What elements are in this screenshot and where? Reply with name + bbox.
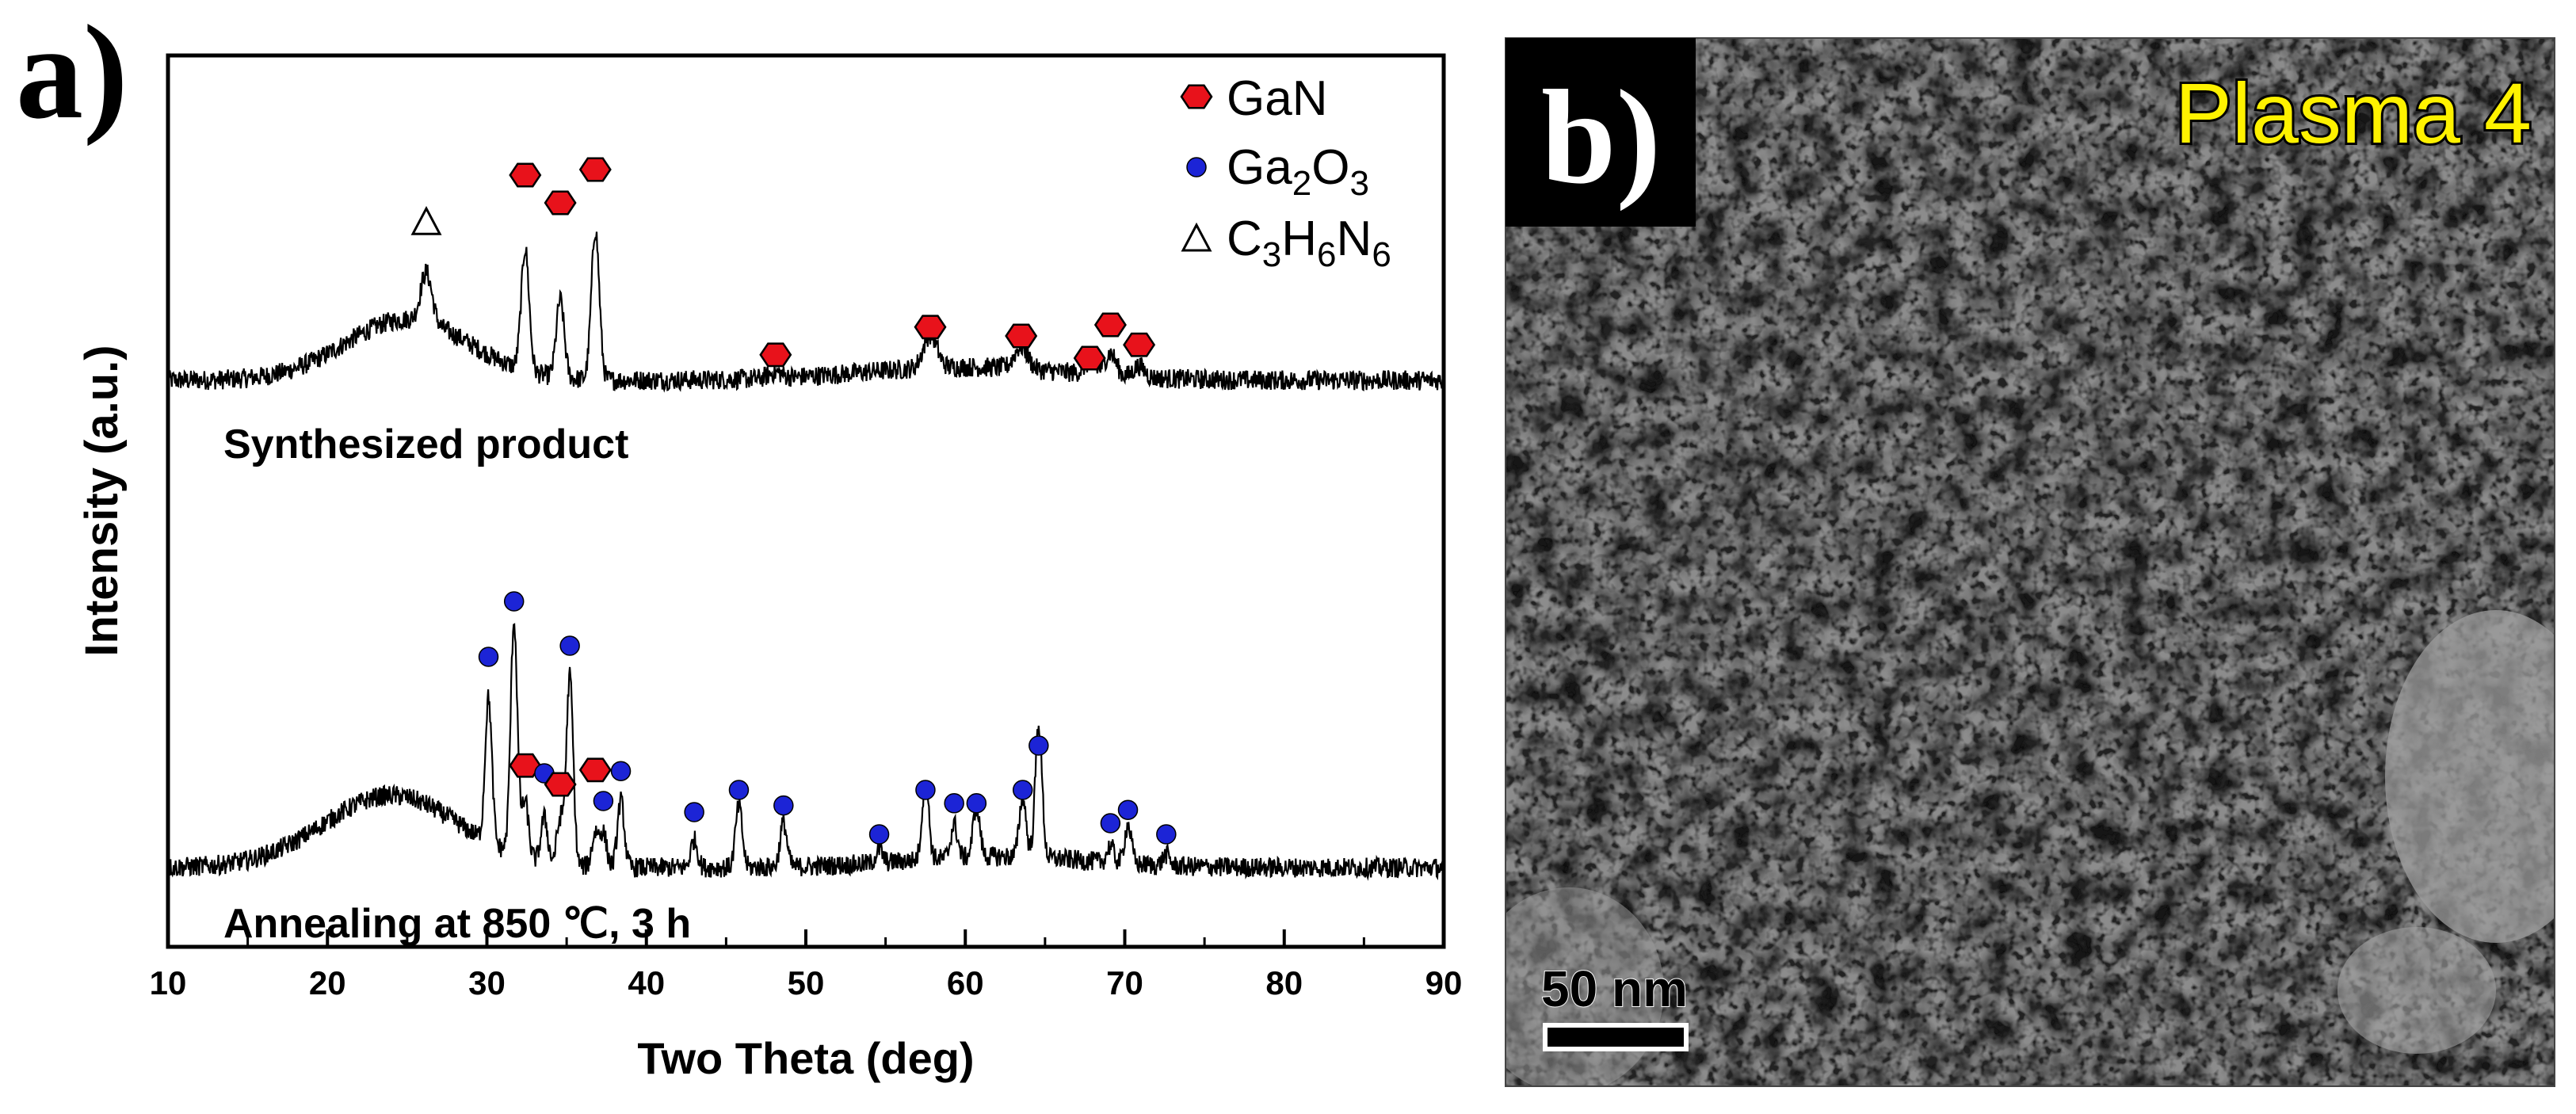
x-axis: 10 20 30 40 50 60 70 80 90 — [150, 929, 1463, 1001]
tem-panel: b) Plasma 4 50 nm — [1505, 37, 2555, 1087]
ga2o3-peak-marker — [728, 780, 750, 800]
panel-b-label-box — [1506, 38, 1696, 227]
x-tick-label: 60 — [947, 964, 984, 1001]
x-tick-label: 50 — [788, 964, 825, 1001]
x-tick-label: 10 — [150, 964, 187, 1001]
legend-gan-marker — [1180, 84, 1213, 109]
ga2o3-peak-marker — [593, 791, 614, 811]
legend-c3h6n6-label: C3H6N6 — [1227, 212, 1391, 274]
xrd-trace-0 — [166, 231, 1444, 393]
legend: GaN Ga2O3 C3H6N6 — [1180, 71, 1391, 274]
gan-peak-marker — [1073, 345, 1106, 371]
scale-bar — [1543, 1023, 1689, 1051]
xrd-panel: a) 10 20 30 40 50 60 70 80 90 Synthesized produc… — [16, 0, 1462, 1083]
panel-a-label: a) — [16, 0, 128, 147]
ga2o3-peak-marker — [478, 647, 499, 667]
ga2o3-peak-marker — [1012, 780, 1033, 800]
legend-c3h6n6-marker — [1181, 222, 1212, 252]
x-tick-label: 40 — [628, 964, 665, 1001]
x-tick-label: 30 — [468, 964, 506, 1001]
x-axis-title: Two Theta (deg) — [637, 1033, 974, 1083]
ga2o3-peak-marker — [944, 793, 964, 814]
x-tick-label: 70 — [1106, 964, 1143, 1001]
series-label-synthesized: Synthesized product — [223, 422, 628, 467]
xrd-series-layer — [166, 231, 1444, 881]
c3h6n6-peak-marker — [410, 206, 442, 235]
y-axis-title: Intensity (a.u.) — [76, 345, 128, 656]
ga2o3-peak-marker — [868, 824, 890, 845]
ga2o3-peak-marker — [915, 780, 936, 800]
legend-gan-label: GaN — [1227, 71, 1327, 126]
ga2o3-peak-marker — [1156, 824, 1177, 845]
legend-ga2o3-marker — [1186, 157, 1207, 177]
ga2o3-peak-marker — [966, 793, 987, 814]
legend-c3h6n6-symbol — [1181, 222, 1212, 252]
ga2o3-peak-marker — [773, 795, 794, 816]
series-label-annealed: Annealing at 850 ℃, 3 h — [223, 901, 691, 947]
gan-peak-marker — [544, 190, 577, 216]
scale-bar-label: 50 nm — [1541, 960, 1688, 1017]
ga2o3-peak-marker — [1117, 799, 1139, 820]
gan-peak-marker — [1123, 332, 1156, 357]
legend-ga2o3-label: Ga2O3 — [1227, 140, 1369, 203]
legend-gan-symbol — [1180, 84, 1213, 109]
gan-peak-marker — [544, 772, 577, 797]
ga2o3-peak-marker — [559, 635, 580, 656]
legend-ga2o3-symbol — [1186, 157, 1207, 177]
ga2o3-peak-marker — [610, 761, 632, 781]
peak-marker-layer — [410, 157, 1177, 845]
ga2o3-peak-marker — [1100, 813, 1121, 834]
gan-peak-marker — [509, 753, 542, 778]
gan-peak-marker — [509, 162, 542, 188]
x-tick-label: 80 — [1265, 964, 1303, 1001]
gan-peak-marker — [1093, 312, 1127, 338]
xrd-trace-1 — [166, 623, 1444, 881]
plasma-title: Plasma 4 — [2175, 65, 2532, 161]
gan-peak-marker — [759, 342, 792, 368]
ga2o3-peak-marker — [1028, 735, 1049, 756]
panel-b-label: b) — [1541, 63, 1661, 212]
x-tick-label: 90 — [1425, 964, 1463, 1001]
gan-peak-marker — [914, 315, 947, 340]
ga2o3-peak-marker — [684, 802, 704, 822]
gan-peak-marker — [1005, 323, 1038, 349]
gan-peak-marker — [578, 757, 612, 783]
ga2o3-peak-marker — [503, 591, 525, 612]
x-tick-label: 20 — [309, 964, 346, 1001]
gan-peak-marker — [578, 157, 612, 182]
